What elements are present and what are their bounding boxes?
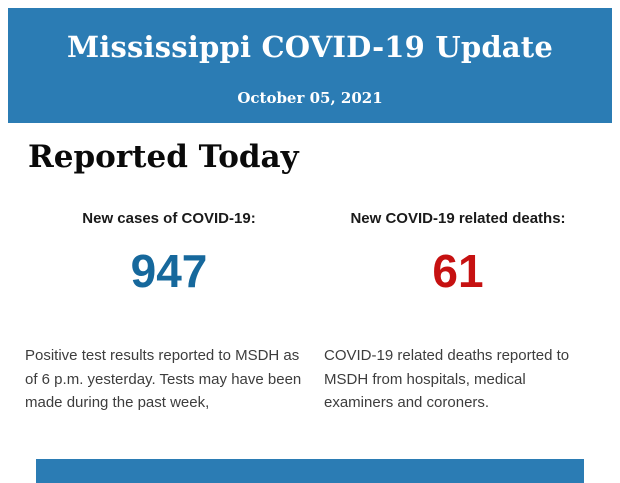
- section-heading-reported-today: Reported Today: [28, 139, 299, 175]
- page-title: Mississippi COVID-19 Update: [66, 30, 554, 64]
- new-cases-label: New cases of COVID-19:: [82, 210, 256, 227]
- new-cases-description: Positive test results reported to MSDH a…: [25, 347, 302, 411]
- new-cases-value: 947: [130, 245, 208, 297]
- new-deaths-description: COVID-19 related deaths reported to MSDH…: [324, 347, 570, 411]
- new-deaths-label: New COVID-19 related deaths:: [350, 210, 566, 227]
- next-section-bar: [36, 459, 584, 483]
- new-deaths-value: 61: [432, 245, 484, 297]
- header-banner: Mississippi COVID-19 Update October 05, …: [8, 8, 612, 123]
- stats-row: New cases of COVID-19: 947 Positive test…: [25, 210, 592, 415]
- report-date: October 05, 2021: [237, 89, 383, 107]
- new-cases-stat: New cases of COVID-19: 947 Positive test…: [25, 210, 313, 415]
- new-deaths-stat: New COVID-19 related deaths: 61 COVID-19…: [324, 210, 592, 415]
